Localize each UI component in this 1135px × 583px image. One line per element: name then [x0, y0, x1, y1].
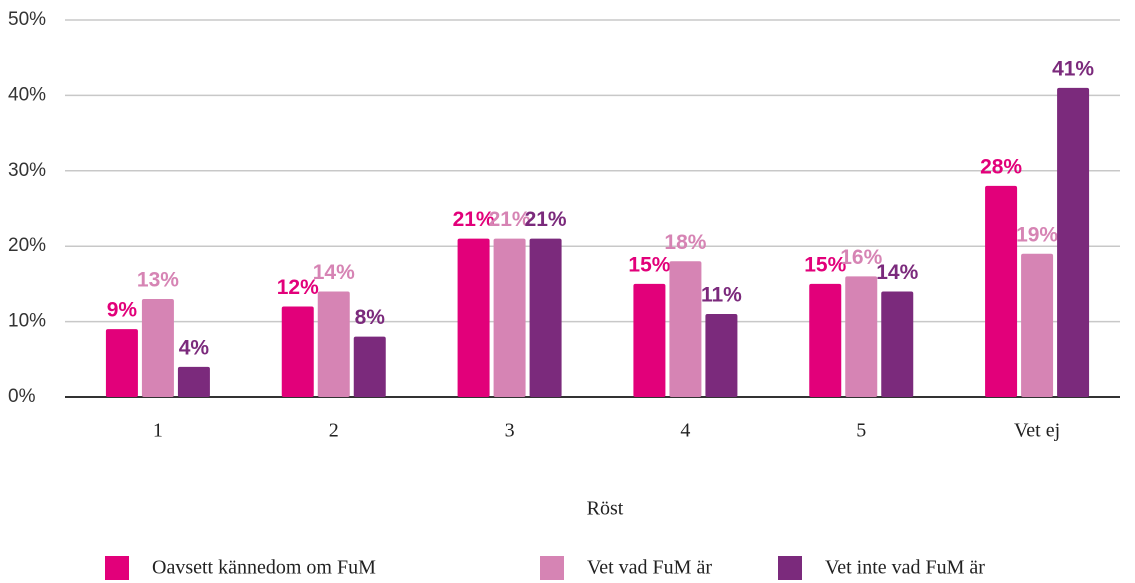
- y-tick-label: 50%: [8, 9, 46, 30]
- y-tick-label: 0%: [8, 386, 36, 407]
- value-label: 13%: [137, 269, 179, 292]
- value-label: 28%: [980, 155, 1022, 178]
- y-tick-label: 20%: [8, 235, 46, 256]
- bar: [177, 366, 210, 397]
- value-label: 14%: [876, 261, 918, 284]
- value-label: 8%: [355, 306, 386, 329]
- value-label: 21%: [525, 208, 567, 231]
- bar: [493, 238, 526, 397]
- value-label: 4%: [179, 336, 210, 359]
- value-label: 12%: [277, 276, 319, 299]
- x-tick-label: 5: [856, 420, 866, 442]
- bar: [669, 261, 702, 397]
- bar: [985, 185, 1018, 397]
- value-label: 21%: [453, 208, 495, 231]
- legend-label: Oavsett kännedom om FuM: [152, 557, 376, 579]
- bar: [845, 276, 878, 397]
- value-label: 14%: [313, 261, 355, 284]
- bar: [457, 238, 490, 397]
- x-axis-label: Röst: [587, 498, 624, 520]
- x-tick-label: 4: [680, 420, 690, 442]
- bar: [881, 291, 914, 397]
- legend-swatch: [105, 556, 129, 580]
- bar: [317, 291, 350, 397]
- value-label: 16%: [840, 246, 882, 269]
- bar: [281, 306, 314, 397]
- value-label: 41%: [1052, 57, 1094, 80]
- bar: [141, 298, 174, 397]
- value-label: 18%: [664, 231, 706, 254]
- x-tick-label: 3: [505, 420, 515, 442]
- bar: [633, 283, 666, 397]
- legend-label: Vet inte vad FuM är: [825, 557, 985, 579]
- value-label: 21%: [489, 208, 531, 231]
- legend-swatch: [540, 556, 564, 580]
- value-label: 15%: [628, 253, 670, 276]
- value-label: 19%: [1016, 223, 1058, 246]
- bar: [105, 329, 138, 397]
- x-tick-label: 1: [153, 420, 163, 442]
- bar: [1057, 87, 1090, 398]
- x-tick-label: 2: [329, 420, 339, 442]
- y-tick-label: 10%: [8, 311, 46, 332]
- legend-label: Vet vad FuM är: [587, 557, 712, 579]
- bar: [1021, 253, 1054, 397]
- value-label: 11%: [701, 284, 742, 307]
- y-tick-label: 40%: [8, 84, 46, 105]
- bar: [809, 283, 842, 397]
- y-tick-label: 30%: [8, 160, 46, 181]
- bar: [705, 314, 738, 397]
- value-label: 15%: [804, 253, 846, 276]
- value-label: 9%: [107, 299, 138, 322]
- legend-swatch: [778, 556, 802, 580]
- bar: [353, 336, 386, 397]
- x-tick-label: Vet ej: [1014, 420, 1060, 442]
- bar: [529, 238, 562, 397]
